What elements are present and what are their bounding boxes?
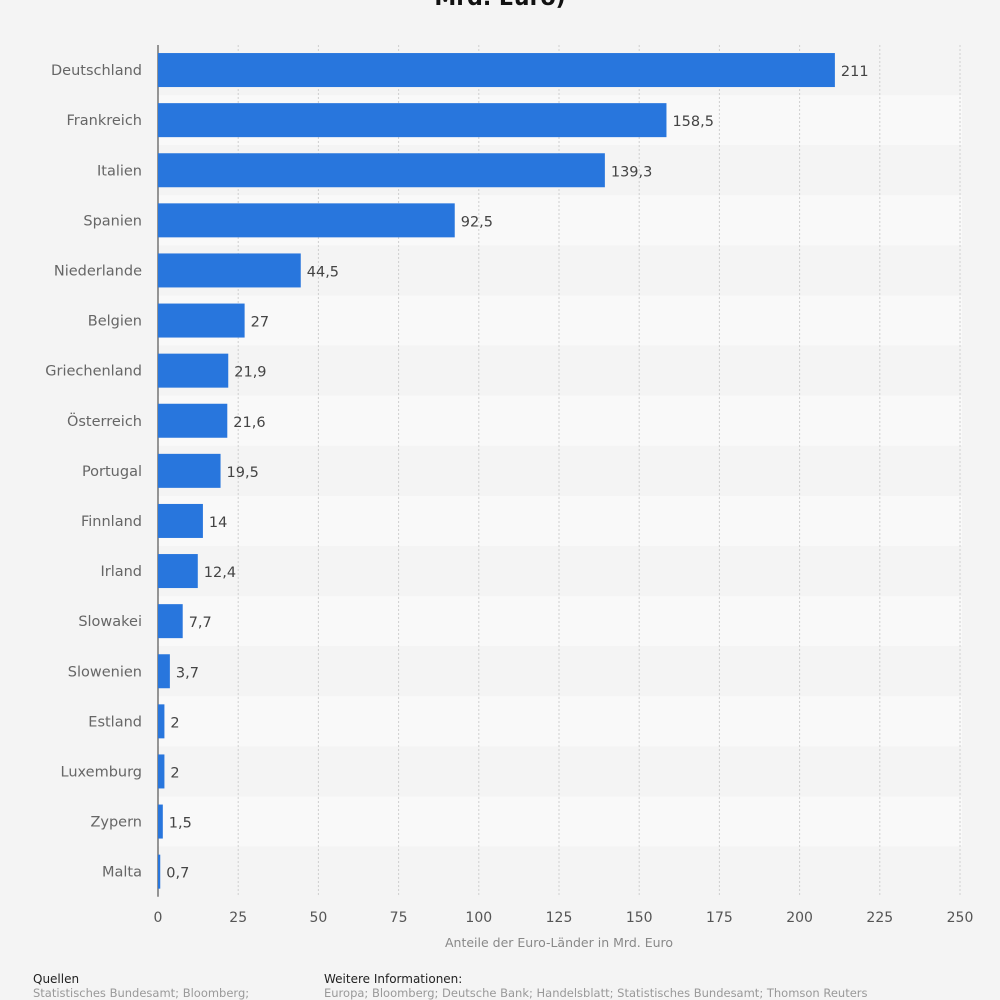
category-label: Italien (97, 163, 142, 179)
data-label: 139,3 (611, 164, 653, 180)
row-band (158, 596, 962, 647)
data-label: 3,7 (176, 665, 199, 681)
category-label: Deutschland (51, 63, 142, 79)
info-heading: Weitere Informationen: (324, 972, 463, 986)
data-label: 158,5 (672, 114, 714, 130)
bar-frankreich (158, 103, 667, 138)
data-label: 21,6 (233, 415, 265, 431)
x-tick-label: 200 (786, 910, 813, 926)
data-label: 7,7 (189, 615, 212, 631)
data-label: 2 (170, 715, 179, 731)
bar-finnland (158, 503, 203, 538)
data-label: 0,7 (166, 866, 189, 882)
x-tick-label: 250 (947, 910, 974, 926)
x-tick-label: 150 (626, 910, 653, 926)
bar-zypern (158, 804, 163, 839)
row-band (158, 646, 962, 697)
bar-chart: 0 25 50 75 100 125 150 175 200 225 250 Deutschland 2… (45, 45, 974, 950)
data-label: 27 (251, 315, 269, 331)
row-band (158, 846, 962, 897)
x-tick-label: 225 (866, 910, 893, 926)
category-label: Griechenland (45, 364, 142, 380)
bar-slowenien (158, 654, 170, 689)
x-axis-label: Anteile der Euro-Länder in Mrd. Euro (445, 935, 673, 950)
category-label: Luxemburg (61, 764, 143, 780)
bar-irland (158, 554, 198, 589)
row-band (158, 796, 962, 847)
bar-belgien (158, 303, 245, 338)
category-label: Zypern (90, 815, 142, 831)
sources-text[interactable]: Statistisches Bundesamt; Bloomberg; (33, 986, 250, 1000)
bar-italien (158, 153, 605, 188)
category-label: Slowakei (78, 614, 142, 630)
bar-spanien (158, 203, 455, 238)
row-band (158, 445, 962, 496)
category-label: Portugal (82, 464, 142, 480)
category-label: Slowenien (68, 664, 142, 680)
category-label: Niederlande (54, 263, 142, 279)
bar-österreich (158, 403, 228, 438)
x-tick-label: 50 (309, 910, 327, 926)
row-band (158, 295, 962, 346)
row-band (158, 696, 962, 747)
category-label: Estland (88, 714, 142, 730)
category-label: Österreich (67, 412, 142, 430)
info-text: Europa; Bloomberg; Deutsche Bank; Handel… (324, 986, 868, 1000)
row-band (158, 345, 962, 396)
row-band (158, 495, 962, 546)
row-band (158, 746, 962, 797)
bar-luxemburg (158, 754, 165, 789)
data-label: 19,5 (227, 465, 259, 481)
data-label: 21,9 (234, 365, 266, 381)
data-label: 92,5 (461, 214, 493, 230)
x-tick-label: 100 (465, 910, 492, 926)
sources-heading: Quellen (33, 972, 80, 986)
x-tick-label: 25 (229, 910, 247, 926)
data-label: 14 (209, 515, 227, 531)
bar-deutschland (158, 53, 835, 88)
x-tick-label: 0 (154, 910, 163, 926)
sources: Quellen Statistisches Bundesamt; Bloombe… (33, 972, 249, 1000)
bar-slowakei (158, 604, 183, 639)
category-label: Irland (100, 564, 142, 580)
row-band (158, 546, 962, 597)
data-label: 211 (841, 64, 869, 80)
bar-portugal (158, 453, 221, 488)
data-label: 1,5 (169, 816, 192, 832)
bar-niederlande (158, 253, 301, 288)
category-label: Malta (102, 865, 142, 881)
data-label: 2 (170, 765, 179, 781)
row-band (158, 395, 962, 446)
category-label: Spanien (83, 213, 142, 229)
bar-griechenland (158, 353, 229, 388)
bar-malta (158, 854, 161, 889)
x-tick-label: 75 (390, 910, 408, 926)
data-label: 44,5 (307, 264, 339, 280)
category-label: Finnland (81, 514, 142, 530)
further-info: Weitere Informationen: Europa; Bloomberg… (324, 972, 868, 1000)
chart-title: Mrd. Euro) (0, 0, 1000, 11)
x-tick-label: 125 (546, 910, 573, 926)
bar-estland (158, 704, 165, 739)
category-label: Belgien (88, 314, 142, 330)
category-label: Frankreich (67, 113, 142, 129)
x-tick-label: 175 (706, 910, 733, 926)
data-label: 12,4 (204, 565, 236, 581)
